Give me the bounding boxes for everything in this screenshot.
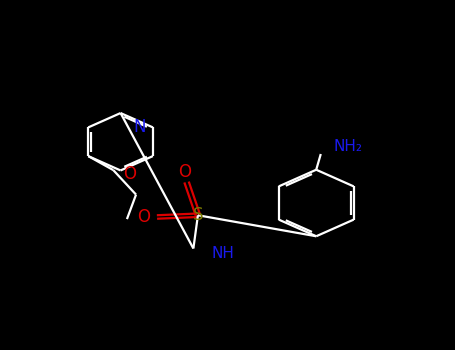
Text: NH: NH: [212, 246, 234, 261]
Text: S: S: [192, 206, 203, 224]
Text: O: O: [178, 163, 191, 181]
Text: O: O: [137, 208, 150, 226]
Text: N: N: [134, 118, 146, 136]
Text: NH₂: NH₂: [334, 140, 363, 154]
Text: O: O: [123, 164, 136, 183]
